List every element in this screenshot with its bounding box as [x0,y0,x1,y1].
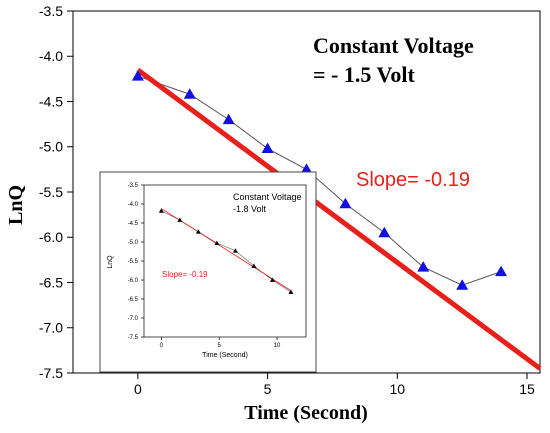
main-x-ticks: 0 5 10 15 [134,373,535,397]
main-y-tick-label: -7.0 [39,320,63,336]
main-slope-label: Slope= -0.19 [356,169,470,191]
inset-y-tick-label: -6.0 [128,278,139,284]
main-data-point [261,142,274,154]
inset-y-tick-label: -7.5 [128,335,139,341]
inset-data-point [251,263,257,268]
main-x-tick-label: 10 [390,381,406,397]
inset-y-tick-label: -6.5 [128,297,139,303]
inset-y-tick-label: -4.5 [128,221,139,227]
main-data-point [378,226,391,238]
main-chart: -3.5 -4.0 -4.5 -5.0 -5.5 -6.0 -6.5 -7.0 -7.5 0 5 1… [5,3,542,424]
inset-y-tick-label: -7.0 [128,316,139,322]
main-series [131,67,542,371]
inset-voltage-label-line2: -1.8 Volt [233,204,267,214]
inset-y-axis-title: LnQ [107,255,114,269]
inset-y-tick-label: -4.0 [128,202,139,208]
inset-x-axis-title: Time (Second) [202,352,248,359]
main-y-tick-label: -7.5 [39,365,63,381]
main-x-tick-label: 15 [519,381,535,397]
main-x-axis-title: Time (Second) [244,402,368,424]
inset-y-tick-label: -5.5 [128,259,139,265]
main-y-tick-label: -6.0 [39,229,63,245]
main-x-tick-label: 5 [264,381,272,397]
inset-background [99,171,317,373]
inset-data-point [288,289,294,295]
main-y-tick-label: -4.5 [39,93,63,109]
main-y-tick-label: -6.5 [39,274,63,290]
main-y-tick-label: -3.5 [39,3,63,19]
main-y-tick-label: -5.0 [39,139,63,155]
inset-voltage-label-line1: Constant Voltage [233,192,302,202]
main-y-tick-label: -5.5 [39,184,63,200]
main-y-ticks: -3.5 -4.0 -4.5 -5.0 -5.5 -6.0 -6.5 -7.0 -7.5 [39,3,73,381]
main-data-point [495,265,508,277]
main-voltage-label-line2: = - 1.5 Volt [313,62,415,87]
inset-chart: -3.5 -4.0 -4.5 -5.0 -5.5 -6.0 -6.5 -7.0 -7.5 0 5 1… [99,171,317,373]
inset-y-ticks: -3.5 -4.0 -4.5 -5.0 -5.5 -6.0 -6.5 -7.0 -7.5 [128,183,144,341]
inset-x-tick-label: 0 [160,343,164,349]
inset-series [158,208,294,295]
inset-fit-line [161,208,292,291]
main-fit-line [136,67,542,371]
inset-data-point [158,208,164,213]
inset-x-tick-label: 10 [274,343,281,349]
main-data-point [131,70,144,81]
main-data-point [417,261,430,272]
inset-x-tick-label: 5 [218,343,222,349]
main-data-point [222,113,235,125]
inset-y-tick-label: -5.0 [128,240,139,246]
inset-data-point [269,277,275,282]
main-voltage-label-line1: Constant Voltage [313,33,474,58]
main-x-tick-label: 0 [134,381,142,397]
inset-data-point [195,229,201,234]
main-data-point [456,279,469,290]
main-y-tick-label: -4.0 [39,48,63,64]
inset-data-point [177,217,183,222]
inset-y-tick-label: -3.5 [128,183,139,189]
main-data-point [339,197,352,209]
main-data-point [183,88,196,99]
inset-x-ticks: 0 5 10 [160,337,281,349]
inset-data-point [232,248,238,253]
inset-slope-label: Slope= -0.19 [162,270,208,279]
main-data-point [300,163,313,174]
main-data-connector [137,75,502,286]
inset-data-point [214,240,220,246]
main-y-axis-title: LnQ [5,185,27,225]
